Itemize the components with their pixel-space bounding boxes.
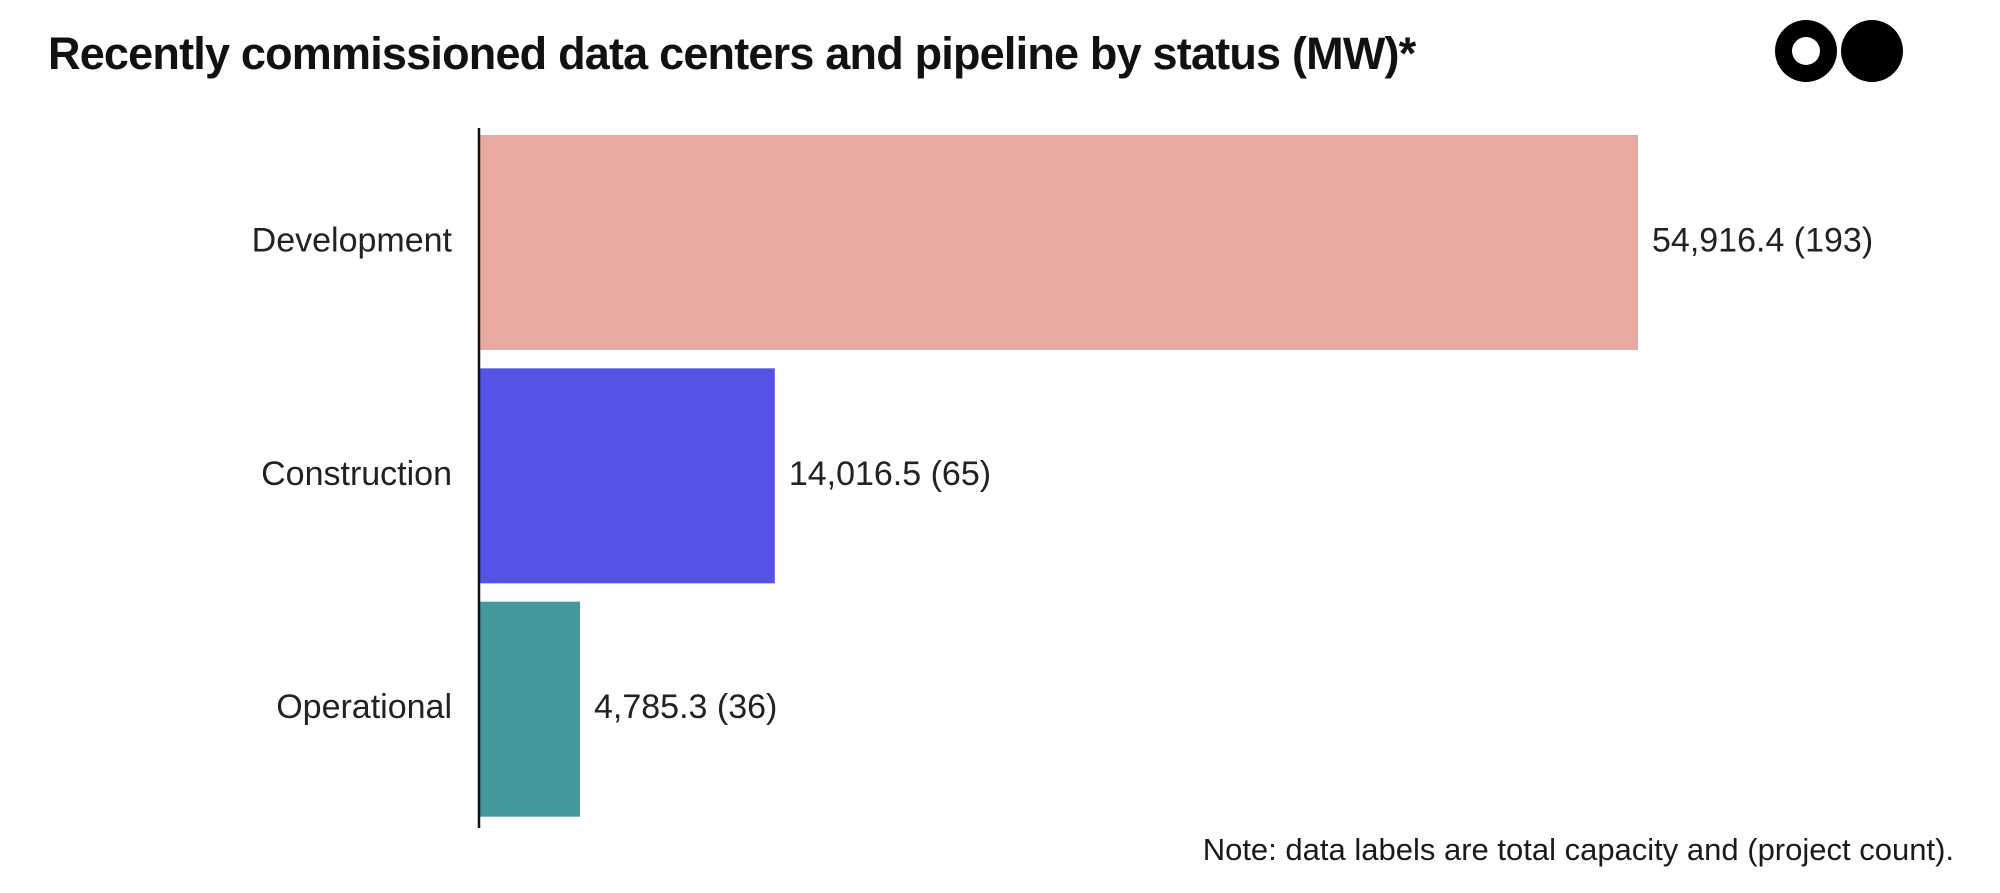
- data-label-construction: 14,016.5 (65): [789, 455, 991, 493]
- category-label-operational: Operational: [276, 688, 452, 726]
- brand-logo: [1775, 20, 1915, 82]
- data-label-operational: 4,785.3 (36): [594, 688, 777, 726]
- logo-ring-icon: [1775, 20, 1837, 82]
- chart-note: Note: data labels are total capacity and…: [1202, 832, 1954, 867]
- bar-development: [479, 135, 1638, 350]
- data-label-development: 54,916.4 (193): [1652, 221, 1873, 259]
- category-label-construction: Construction: [261, 455, 452, 493]
- category-label-development: Development: [252, 221, 453, 259]
- bar-operational: [479, 601, 580, 817]
- logo-dot-icon: [1841, 20, 1903, 82]
- chart-title: Recently commissioned data centers and p…: [48, 28, 1416, 79]
- bar-construction: [479, 368, 775, 584]
